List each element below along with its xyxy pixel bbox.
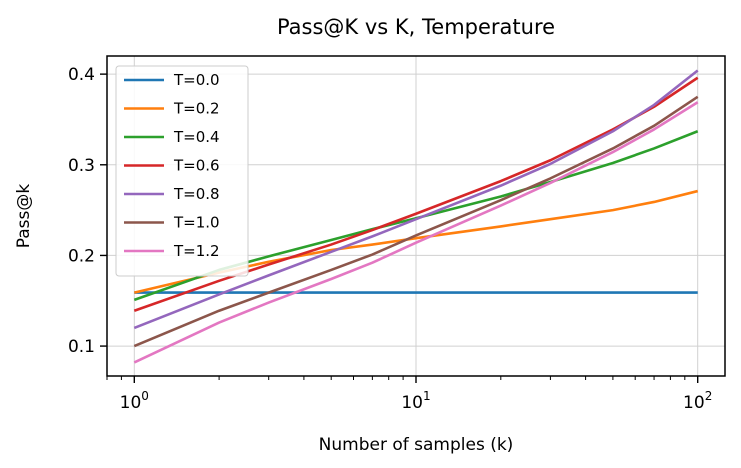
x-axis-label: Number of samples (k) bbox=[319, 435, 514, 455]
legend-label-t-0-2: T=0.2 bbox=[173, 100, 220, 118]
series-line-t-0-8 bbox=[133, 69, 699, 330]
legend-label-t-1-0: T=1.0 bbox=[173, 214, 220, 232]
y-tick-label-2: 0.3 bbox=[68, 156, 95, 176]
y-tick-label-3: 0.4 bbox=[68, 65, 95, 85]
x-axis-ticks: 100 101 102 bbox=[106, 376, 712, 413]
legend-label-t-0-6: T=0.6 bbox=[173, 157, 220, 175]
y-axis-label: Pass@k bbox=[14, 184, 34, 249]
legend-label-t-0-8: T=0.8 bbox=[173, 185, 220, 203]
legend: T=0.0 T=0.2 T=0.4 T=0.6 T=0.8 T=1.0 T=1.2 bbox=[115, 65, 249, 277]
legend-label-t-0-0: T=0.0 bbox=[173, 71, 220, 89]
series-line-t-1-0 bbox=[133, 95, 699, 348]
series-lines bbox=[133, 69, 699, 364]
x-tick-label-2: 102 bbox=[683, 389, 712, 413]
chart-title: Pass@K vs K, Temperature bbox=[277, 15, 555, 39]
y-tick-label-1: 0.2 bbox=[68, 246, 95, 266]
x-tick-label-1: 101 bbox=[401, 389, 430, 413]
y-axis-ticks: 0.1 0.2 0.3 0.4 bbox=[68, 65, 107, 357]
legend-label-t-1-2: T=1.2 bbox=[173, 242, 220, 260]
series-line-t-0-2 bbox=[134, 189, 699, 294]
x-tick-label-0: 100 bbox=[120, 389, 149, 413]
y-tick-label-0: 0.1 bbox=[68, 337, 95, 357]
legend-label-t-0-4: T=0.4 bbox=[173, 128, 220, 146]
series-line-t-1-2 bbox=[133, 101, 699, 364]
